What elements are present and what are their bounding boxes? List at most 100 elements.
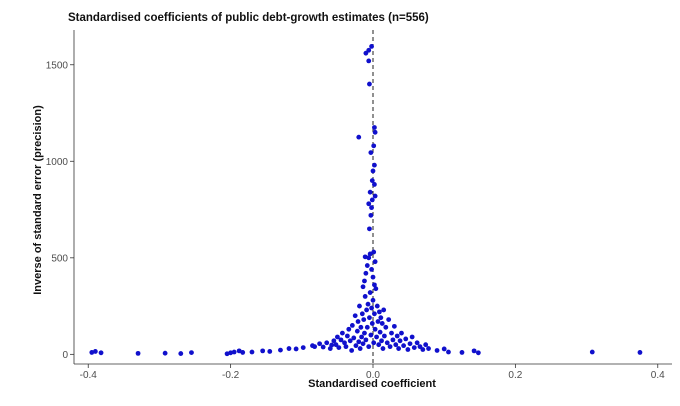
data-point: [391, 323, 397, 329]
data-point: [162, 350, 168, 356]
data-point: [387, 344, 393, 350]
data-point: [371, 249, 377, 255]
data-point: [362, 254, 368, 260]
data-point: [372, 326, 378, 332]
data-point: [349, 348, 355, 353]
data-point: [338, 337, 344, 343]
data-point: [356, 134, 362, 140]
data-point: [399, 330, 404, 336]
data-point: [365, 301, 371, 307]
data-point: [135, 350, 141, 356]
data-point: [349, 322, 355, 328]
data-point: [379, 338, 384, 344]
data-point: [368, 212, 374, 218]
data-point: [370, 168, 376, 174]
data-points: [89, 44, 643, 357]
data-point: [317, 341, 323, 347]
data-point: [267, 349, 273, 354]
data-point: [446, 349, 451, 355]
data-point: [278, 347, 283, 353]
data-point: [366, 201, 372, 207]
data-point: [343, 344, 349, 350]
data-point: [366, 58, 372, 64]
data-point: [367, 81, 372, 87]
data-point: [249, 349, 255, 355]
data-point: [637, 350, 643, 355]
data-point: [240, 350, 246, 355]
data-point: [359, 334, 365, 340]
data-point: [372, 125, 377, 130]
data-point: [189, 350, 194, 356]
data-point: [331, 338, 337, 344]
data-point: [369, 178, 375, 183]
data-point: [384, 340, 390, 346]
data-point: [471, 348, 477, 354]
data-point: [231, 349, 237, 355]
data-point: [381, 333, 387, 339]
x-tick-label: 0.2: [508, 370, 522, 381]
data-point: [434, 348, 440, 353]
data-point: [346, 326, 352, 332]
data-point: [409, 334, 415, 340]
data-point: [411, 345, 417, 350]
data-point: [423, 342, 429, 348]
data-point: [389, 330, 394, 336]
data-point: [361, 317, 367, 322]
data-point: [475, 350, 481, 356]
data-point: [380, 346, 386, 351]
data-point: [426, 346, 431, 351]
y-tick-label: 1500: [46, 60, 69, 71]
data-point: [407, 341, 413, 347]
data-point: [178, 351, 184, 356]
data-point: [369, 197, 375, 203]
data-point: [372, 193, 378, 199]
data-point: [405, 347, 411, 352]
data-point: [386, 317, 392, 322]
data-point: [403, 336, 409, 342]
data-point: [368, 332, 374, 338]
data-point: [358, 324, 364, 330]
data-point: [355, 319, 361, 324]
data-point: [383, 324, 389, 330]
data-point: [300, 345, 306, 350]
x-tick-label: 0.4: [651, 370, 665, 381]
data-point: [401, 343, 407, 349]
data-point: [336, 345, 342, 350]
data-point: [367, 315, 372, 321]
y-tick-label: 500: [51, 253, 68, 264]
data-point: [366, 344, 372, 350]
chart-title: Standardised coefficients of public debt…: [68, 12, 429, 24]
x-tick-label: -0.2: [222, 370, 240, 381]
data-point: [363, 50, 369, 56]
data-point: [370, 297, 376, 303]
data-point: [353, 343, 359, 349]
data-point: [374, 334, 379, 340]
data-point: [396, 346, 402, 351]
data-point: [362, 330, 367, 336]
data-point: [381, 307, 387, 313]
data-point: [378, 315, 384, 321]
data-point: [354, 328, 360, 334]
data-point: [376, 342, 382, 348]
data-point: [364, 307, 369, 313]
data-point: [359, 311, 365, 317]
data-point: [362, 294, 368, 299]
data-point: [360, 341, 366, 347]
data-point: [369, 205, 374, 211]
data-point: [329, 342, 335, 348]
data-point: [367, 189, 373, 195]
data-point: [367, 290, 373, 295]
data-point: [589, 349, 595, 355]
data-point: [373, 286, 379, 292]
data-point: [377, 309, 382, 315]
data-point: [363, 270, 369, 276]
y-tick-label: 1000: [46, 157, 69, 168]
data-point: [372, 129, 378, 135]
data-point: [371, 143, 377, 149]
data-point: [369, 305, 374, 311]
data-point: [92, 349, 98, 354]
data-point: [369, 44, 374, 49]
data-point: [374, 303, 380, 309]
data-point: [351, 335, 357, 341]
data-point: [347, 338, 353, 344]
